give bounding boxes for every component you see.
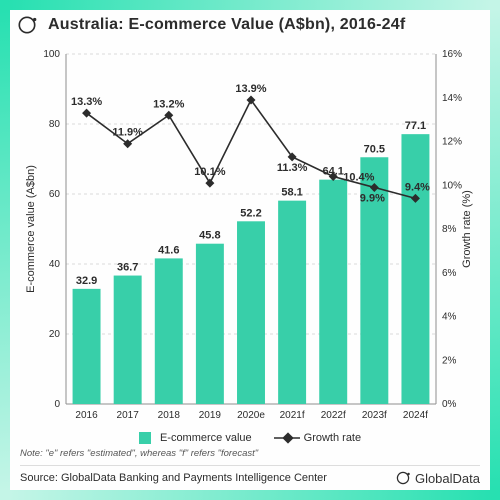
svg-text:0%: 0% [442, 399, 457, 410]
svg-text:2016: 2016 [75, 410, 98, 421]
brand: GlobalData [395, 470, 480, 486]
image-frame: Australia: E-commerce Value (A$bn), 2016… [0, 0, 500, 500]
svg-text:16%: 16% [442, 49, 462, 60]
svg-text:14%: 14% [442, 93, 462, 104]
svg-text:13.3%: 13.3% [71, 96, 102, 108]
svg-text:58.1: 58.1 [281, 187, 302, 199]
svg-text:40: 40 [49, 259, 61, 270]
svg-text:0: 0 [54, 399, 60, 410]
svg-text:11.3%: 11.3% [277, 162, 308, 174]
svg-text:2022f: 2022f [321, 410, 346, 421]
legend-line-label: Growth rate [304, 432, 361, 444]
line-swatch-icon [274, 432, 300, 444]
svg-text:4%: 4% [442, 312, 457, 323]
combo-chart: 0 20 40 60 80 100 0% 2% 4% 6% 8% 10% 12% 14% 16% 32.9 20… [20, 40, 480, 430]
legend-item-line: Growth rate [274, 432, 361, 444]
footnote: Note: "e" refers "estimated", whereas "f… [20, 448, 480, 459]
svg-text:E-commerce value (A$bn): E-commerce value (A$bn) [25, 165, 37, 293]
svg-text:52.2: 52.2 [240, 207, 261, 219]
bar-swatch-icon [139, 432, 151, 444]
svg-text:10%: 10% [442, 180, 462, 191]
svg-text:2024f: 2024f [403, 410, 428, 421]
svg-text:41.6: 41.6 [158, 244, 179, 256]
svg-text:70.5: 70.5 [364, 143, 385, 155]
svg-text:2021f: 2021f [280, 410, 305, 421]
svg-text:Growth rate (%): Growth rate (%) [461, 190, 473, 268]
footer: Source: GlobalData Banking and Payments … [20, 465, 480, 486]
svg-text:20: 20 [49, 329, 61, 340]
svg-text:45.8: 45.8 [199, 230, 220, 242]
svg-text:9.4%: 9.4% [405, 181, 430, 193]
svg-text:2%: 2% [442, 355, 457, 366]
svg-text:11.9%: 11.9% [112, 127, 143, 139]
svg-text:80: 80 [49, 119, 61, 130]
svg-text:2019: 2019 [199, 410, 222, 421]
chart-area: 0 20 40 60 80 100 0% 2% 4% 6% 8% 10% 12% 14% 16% 32.9 20… [20, 40, 480, 430]
svg-text:2018: 2018 [158, 410, 181, 421]
svg-text:2017: 2017 [117, 410, 140, 421]
svg-text:13.2%: 13.2% [153, 98, 184, 110]
svg-text:6%: 6% [442, 268, 457, 279]
svg-text:9.9%: 9.9% [360, 192, 385, 204]
svg-text:10.4%: 10.4% [343, 172, 374, 184]
brand-logo-icon [395, 470, 411, 486]
svg-text:13.9%: 13.9% [235, 83, 266, 95]
svg-text:77.1: 77.1 [405, 120, 426, 132]
svg-text:10.1%: 10.1% [194, 166, 225, 178]
chart-card: Australia: E-commerce Value (A$bn), 2016… [10, 10, 490, 490]
svg-text:12%: 12% [442, 137, 462, 148]
legend-item-bars: E-commerce value [139, 432, 252, 444]
legend: E-commerce value Growth rate [20, 432, 480, 444]
svg-text:2020e: 2020e [237, 410, 265, 421]
brand-name: GlobalData [415, 471, 480, 486]
svg-text:60: 60 [49, 189, 61, 200]
source-label: Source: GlobalData Banking and Payments … [20, 472, 327, 484]
svg-text:2023f: 2023f [362, 410, 387, 421]
legend-bar-label: E-commerce value [160, 432, 252, 444]
brand-logo-icon [16, 14, 38, 36]
svg-text:36.7: 36.7 [117, 262, 138, 274]
svg-text:32.9: 32.9 [76, 275, 97, 287]
svg-text:100: 100 [43, 49, 60, 60]
svg-text:8%: 8% [442, 224, 457, 235]
chart-title: Australia: E-commerce Value (A$bn), 2016… [48, 16, 480, 34]
